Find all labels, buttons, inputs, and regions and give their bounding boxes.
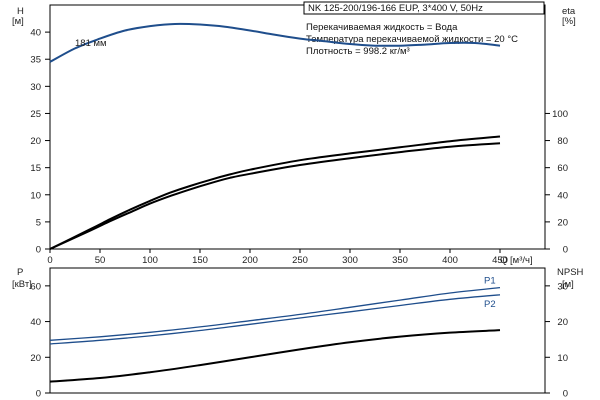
left-tick-label: 5 bbox=[36, 217, 41, 228]
series-line-npsh bbox=[49, 329, 501, 383]
top-left-axis-label: H bbox=[17, 6, 24, 17]
bottom-right-axis-label: NPSH bbox=[557, 267, 584, 278]
right-tick-label: 0 bbox=[563, 245, 568, 256]
left-tick-label: 20 bbox=[30, 353, 41, 364]
header-text: NK 125-200/196-166 EUP, 3*400 V, 50Hz bbox=[308, 3, 483, 14]
bottom-plot-frame bbox=[49, 267, 546, 394]
top-plot-frame bbox=[49, 4, 546, 250]
x-tick-label: 200 bbox=[242, 255, 258, 266]
x-tick-label: 50 bbox=[95, 255, 106, 266]
left-tick-label: 15 bbox=[30, 163, 41, 174]
x-tick-label: 250 bbox=[292, 255, 308, 266]
left-tick-label: 10 bbox=[30, 190, 41, 201]
left-tick-label: 25 bbox=[30, 109, 41, 120]
top-right-axis-unit: [%] bbox=[562, 16, 576, 27]
right-tick-label: 60 bbox=[557, 163, 568, 174]
series-line-p2 bbox=[49, 294, 501, 345]
top-right-axis-label: eta bbox=[562, 6, 576, 17]
x-tick-label: 150 bbox=[192, 255, 208, 266]
bottom-panel: P [кВт] NPSH [м] 0 20 40 60 0 10 20 30 P1 P2 bbox=[12, 267, 584, 400]
x-tick-label: 450 bbox=[492, 255, 508, 266]
series-label-p1: P1 bbox=[484, 276, 496, 287]
right-tick-label: 100 bbox=[552, 109, 568, 120]
info-line-liquid: Перекачиваемая жидкость = Вода bbox=[306, 22, 458, 33]
right-tick-label: 10 bbox=[557, 353, 568, 364]
right-tick-label: 80 bbox=[557, 136, 568, 147]
right-tick-label: 0 bbox=[563, 389, 568, 400]
info-line-density: Плотность = 998.2 кг/м³ bbox=[306, 46, 410, 57]
right-tick-label: 20 bbox=[557, 317, 568, 328]
x-axis-label: Q [м³/ч] bbox=[500, 255, 533, 266]
series-line-eta-2 bbox=[49, 142, 501, 250]
bottom-left-axis-label: P bbox=[17, 267, 23, 278]
series-line-eta-1 bbox=[49, 135, 501, 250]
series-line-p1 bbox=[49, 286, 501, 341]
left-tick-label: 30 bbox=[30, 82, 41, 93]
left-tick-label: 20 bbox=[30, 136, 41, 147]
bottom-left-axis-unit: [кВт] bbox=[12, 279, 32, 290]
top-panel: NK 125-200/196-166 EUP, 3*400 V, 50Hz Пе… bbox=[12, 1, 576, 266]
right-tick-label: 30 bbox=[557, 281, 568, 292]
series-label-p2: P2 bbox=[484, 299, 496, 310]
left-tick-label: 0 bbox=[36, 245, 41, 256]
info-line-temperature: Температура перекачиваемой жидкости = 20… bbox=[306, 34, 518, 45]
x-tick-label: 400 bbox=[442, 255, 458, 266]
right-tick-label: 20 bbox=[557, 217, 568, 228]
top-left-axis-unit: [м] bbox=[12, 16, 24, 27]
series-line-head bbox=[49, 22, 501, 63]
right-tick-label: 40 bbox=[557, 190, 568, 201]
bottom-right-axis-unit: [м] bbox=[562, 279, 574, 290]
x-tick-label: 350 bbox=[392, 255, 408, 266]
header-box bbox=[303, 1, 545, 15]
impeller-diameter-label: 181 мм bbox=[75, 38, 107, 49]
left-tick-label: 40 bbox=[30, 317, 41, 328]
left-tick-label: 40 bbox=[30, 28, 41, 39]
x-tick-label: 300 bbox=[342, 255, 358, 266]
x-tick-label: 100 bbox=[142, 255, 158, 266]
left-tick-label: 35 bbox=[30, 55, 41, 66]
x-tick-label: 0 bbox=[47, 255, 52, 266]
left-tick-label: 60 bbox=[30, 281, 41, 292]
left-tick-label: 0 bbox=[36, 389, 41, 400]
